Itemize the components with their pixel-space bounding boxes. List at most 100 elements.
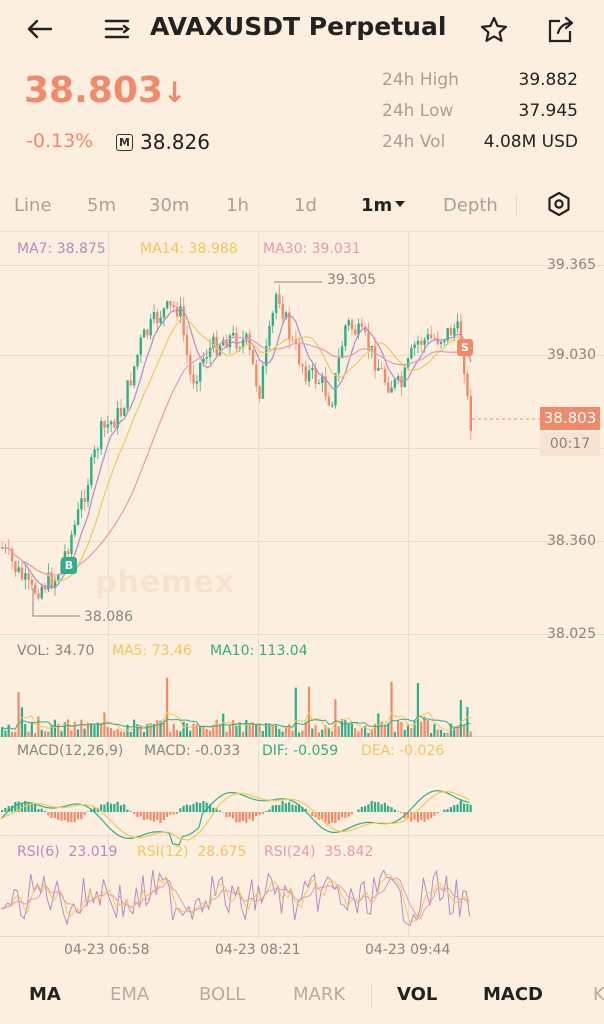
candle-body xyxy=(238,347,241,349)
macd-histogram-bar xyxy=(400,812,403,814)
macd-histogram-bar xyxy=(324,812,327,823)
candle-body xyxy=(113,421,116,428)
time-axis-label: 04-23 09:44 xyxy=(365,942,451,958)
candle-body xyxy=(166,301,169,309)
volume-bar xyxy=(185,723,188,737)
macd-histogram-bar xyxy=(126,809,129,812)
grid-line-vertical xyxy=(108,232,109,937)
caret-down-icon xyxy=(395,201,406,207)
grid-line xyxy=(0,355,604,356)
macd-histogram-bar xyxy=(410,812,413,822)
volume-bar xyxy=(162,719,165,737)
indicator-tab-vol[interactable]: VOL xyxy=(397,984,438,1005)
tab-1d[interactable]: 1d xyxy=(294,195,317,216)
volume-bar xyxy=(182,721,185,737)
change-percent: -0.13% xyxy=(26,130,94,152)
macd-histogram-bar xyxy=(83,812,86,815)
volume-bar xyxy=(215,719,218,737)
indicator-tab-boll[interactable]: BOLL xyxy=(199,984,246,1005)
volume-bar xyxy=(86,722,89,737)
switch-icon[interactable] xyxy=(100,14,136,44)
tab-30m[interactable]: 30m xyxy=(149,195,190,216)
candle-body xyxy=(169,301,172,306)
macd-histogram-bar xyxy=(466,804,469,812)
macd-histogram-bar xyxy=(53,812,56,819)
hexagon-settings-icon[interactable] xyxy=(545,190,573,218)
macd-histogram-bar xyxy=(212,807,215,812)
volume-bar xyxy=(439,729,443,737)
macd-histogram-bar xyxy=(96,807,99,812)
indicator-tab-macd[interactable]: MACD xyxy=(483,984,543,1005)
volume-bar xyxy=(245,719,248,737)
share-icon[interactable] xyxy=(543,13,579,45)
macd-histogram-bar xyxy=(34,803,37,812)
volume-bar xyxy=(430,732,433,737)
volume-bar xyxy=(235,725,238,737)
macd-histogram-bar xyxy=(291,804,294,812)
volume-bar xyxy=(298,732,301,737)
volume-bar xyxy=(195,724,198,737)
candle-body xyxy=(258,386,261,399)
candle-body xyxy=(397,376,400,380)
tab-depth[interactable]: Depth xyxy=(443,195,498,216)
indicator-tab-ema[interactable]: EMA xyxy=(110,984,150,1005)
volume-bar xyxy=(109,727,113,737)
volume-bar xyxy=(106,726,109,737)
candle-body xyxy=(129,380,133,386)
volume-bar xyxy=(248,723,251,737)
volume-bar xyxy=(304,721,307,737)
indicator-tab-mark[interactable]: MARK xyxy=(293,984,346,1005)
tab-1h[interactable]: 1h xyxy=(226,195,249,216)
price-axis-label: 38.360 xyxy=(547,533,596,549)
time-axis-label: 04-23 08:21 xyxy=(215,942,301,958)
macd-histogram-bar xyxy=(387,805,390,812)
indicator-tab-kdj[interactable]: K xyxy=(593,984,604,1005)
volume-bar xyxy=(30,722,33,737)
indicator-tab-ma[interactable]: MA xyxy=(29,984,61,1005)
volume-bar xyxy=(96,722,99,737)
volume-bar xyxy=(139,725,142,737)
volume-bar xyxy=(321,729,324,737)
candle-body xyxy=(416,340,420,345)
candle-body xyxy=(453,328,456,336)
macd-histogram-bar xyxy=(274,804,278,812)
volume-bar xyxy=(340,719,344,737)
candle-body xyxy=(139,337,142,355)
macd-histogram-bar xyxy=(251,812,254,821)
volume-bar xyxy=(166,677,169,737)
macd-histogram-bar xyxy=(393,809,396,812)
candle-body xyxy=(367,331,370,351)
volume-bar xyxy=(142,732,146,737)
volume-bar xyxy=(327,727,330,737)
kline-chart[interactable] xyxy=(0,232,540,937)
volume-bar xyxy=(83,728,86,737)
volume-bar xyxy=(294,687,297,737)
macd-histogram-bar xyxy=(288,802,291,812)
macd-histogram-bar xyxy=(298,804,301,812)
high-price-annotation: 39.305 xyxy=(327,272,376,288)
macd-histogram-bar xyxy=(406,812,410,819)
macd-histogram-bar xyxy=(80,812,83,820)
volume-bar xyxy=(53,719,56,737)
macd-histogram-bar xyxy=(241,812,245,821)
buy-marker: B xyxy=(61,557,77,574)
macd-histogram-bar xyxy=(202,800,205,812)
candle-body xyxy=(103,421,106,428)
star-icon[interactable] xyxy=(477,13,511,45)
volume-bar xyxy=(172,723,175,737)
volume-bar xyxy=(416,682,419,737)
macd-histogram-bar xyxy=(103,804,106,812)
candle-body xyxy=(34,584,37,594)
ma30-line xyxy=(2,336,472,576)
tab-line[interactable]: Line xyxy=(14,195,52,216)
tab-1m[interactable]: 1m xyxy=(361,195,406,216)
candle-body xyxy=(185,335,189,355)
tab-5m[interactable]: 5m xyxy=(87,195,116,216)
candle-body xyxy=(350,320,354,330)
back-arrow-icon[interactable] xyxy=(22,14,58,44)
candle-body xyxy=(152,311,156,320)
candle-body xyxy=(40,586,43,599)
candle-body xyxy=(20,567,24,580)
candle-body xyxy=(1,547,4,549)
candle-body xyxy=(57,574,60,580)
